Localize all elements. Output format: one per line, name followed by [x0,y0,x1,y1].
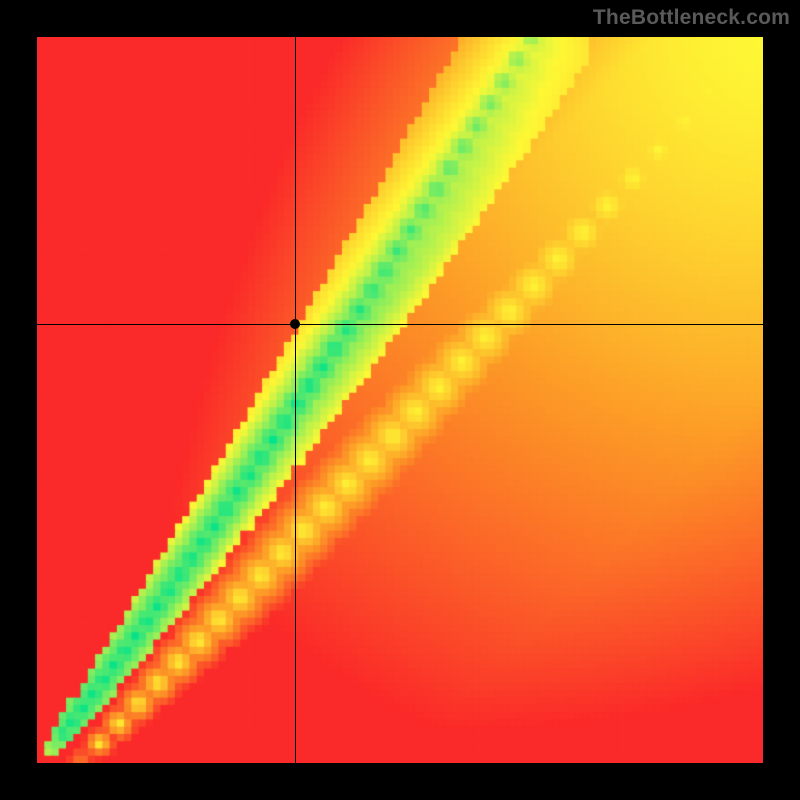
watermark-text: TheBottleneck.com [593,6,790,30]
data-point-icon [290,319,300,329]
heatmap-canvas [37,37,763,763]
crosshair-vertical [295,37,296,763]
chart-container: TheBottleneck.com [0,0,800,800]
chart-area [37,37,763,763]
crosshair-horizontal [37,324,763,325]
